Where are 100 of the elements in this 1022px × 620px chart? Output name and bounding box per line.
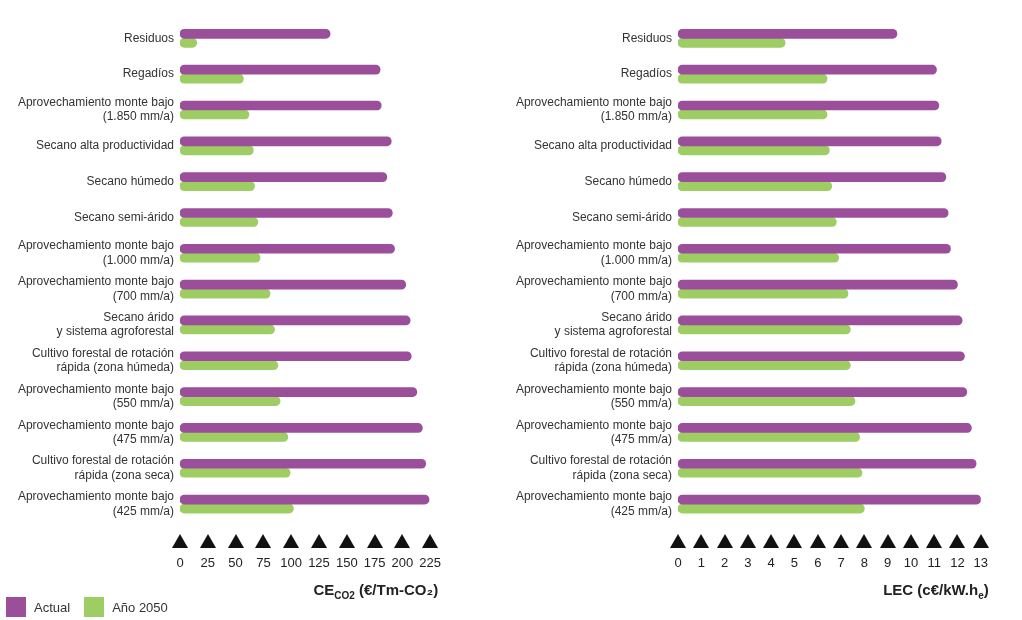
bar bbox=[180, 503, 294, 514]
bar bbox=[678, 73, 828, 84]
bar bbox=[180, 73, 244, 84]
bar bbox=[678, 503, 865, 514]
bar bbox=[180, 252, 261, 263]
bar bbox=[180, 458, 427, 469]
bar bbox=[180, 467, 291, 478]
bar bbox=[678, 396, 856, 406]
bar bbox=[180, 64, 381, 75]
bar bbox=[180, 423, 423, 433]
x-tick-label: 12 bbox=[950, 555, 965, 571]
x-tick-label: 3 bbox=[744, 555, 752, 571]
x-tick-label: 7 bbox=[837, 555, 845, 571]
y-tick-label: Aprovechamiento monte bajo (1.000 mm/a) bbox=[515, 238, 673, 267]
y-tick-label: Residuos bbox=[123, 30, 174, 45]
bar bbox=[678, 351, 965, 362]
bar bbox=[180, 181, 255, 191]
bar bbox=[180, 288, 271, 299]
y-tick-label: Cultivo forestal de rotación rápida (zona húmeda) bbox=[529, 345, 672, 375]
y-tick-label: Secano alta productividad bbox=[533, 138, 672, 153]
x-tick-label: 100 bbox=[280, 555, 303, 571]
x-tick-label: 13 bbox=[973, 555, 988, 571]
bar bbox=[180, 279, 407, 290]
bar bbox=[678, 423, 972, 433]
x-tick-label: 225 bbox=[419, 555, 442, 571]
y-tick-label: Aprovechamiento monte bajo (700 mm/a) bbox=[17, 274, 175, 303]
x-tick-label: 1 bbox=[697, 555, 705, 571]
y-tick-label: Regadíos bbox=[122, 66, 174, 81]
x-axis-title: LEC (c€/kW.h$_{e}$) bbox=[883, 581, 989, 601]
x-tick-label: 6 bbox=[814, 555, 822, 571]
y-tick-label: Aprovechamiento monte bajo (1.000 mm/a) bbox=[17, 238, 175, 267]
x-tick-label: 175 bbox=[363, 555, 386, 571]
y-tick-label: Residuos bbox=[621, 30, 672, 45]
bar bbox=[678, 136, 942, 147]
bar bbox=[180, 387, 418, 397]
bar bbox=[678, 181, 833, 191]
bar bbox=[678, 288, 849, 299]
bar bbox=[678, 172, 947, 182]
bar bbox=[678, 37, 786, 48]
x-tick-label: 8 bbox=[860, 555, 868, 571]
bar bbox=[678, 494, 981, 505]
y-tick-label: Aprovechamiento monte bajo (1.850 mm/a) bbox=[515, 95, 673, 124]
bar bbox=[180, 324, 275, 335]
x-tick-label: 0 bbox=[176, 555, 184, 571]
bar bbox=[180, 172, 388, 182]
y-tick-label: Aprovechamiento monte bajo (475 mm/a) bbox=[515, 417, 673, 446]
bar bbox=[180, 208, 393, 218]
bar bbox=[678, 100, 940, 111]
x-tick-label: 5 bbox=[790, 555, 799, 571]
bar bbox=[678, 109, 828, 120]
y-tick-label: Cultivo forestal de rotación rápida (zona húmeda) bbox=[31, 345, 174, 375]
bar bbox=[678, 208, 949, 218]
x-tick-label: 10 bbox=[903, 555, 919, 571]
bar bbox=[180, 243, 395, 254]
y-tick-label: Secano húmedo bbox=[584, 173, 673, 188]
legend-label: Año 2050 bbox=[112, 599, 168, 615]
y-tick-label: Secano semi-árido bbox=[73, 209, 175, 224]
y-tick-label: Aprovechamiento monte bajo (550 mm/a) bbox=[515, 381, 673, 411]
bar bbox=[180, 136, 392, 147]
bar bbox=[678, 145, 830, 156]
bar bbox=[678, 243, 951, 254]
x-tick-label: 200 bbox=[391, 555, 414, 571]
y-tick-label: Secano alta productividad bbox=[35, 138, 174, 153]
bar bbox=[678, 64, 937, 75]
bar bbox=[180, 432, 289, 442]
bar bbox=[678, 467, 863, 478]
x-tick-label: 4 bbox=[767, 555, 775, 571]
bar bbox=[678, 387, 968, 397]
x-tick-label: 150 bbox=[335, 555, 358, 571]
y-tick-label: Secano árido y sistema agroforestal bbox=[554, 310, 673, 339]
bar bbox=[180, 109, 250, 120]
y-tick-label: Aprovechamiento monte bajo (1.850 mm/a) bbox=[17, 95, 175, 124]
x-tick-label: 75 bbox=[256, 555, 271, 571]
y-tick-label: Aprovechamiento monte bajo (425 mm/a) bbox=[17, 489, 175, 518]
legend-label: Actual bbox=[34, 599, 71, 615]
bar bbox=[180, 494, 430, 505]
bar bbox=[678, 458, 977, 469]
bar bbox=[180, 396, 281, 406]
bar bbox=[180, 100, 382, 111]
bar bbox=[180, 360, 279, 371]
y-tick-label: Regadíos bbox=[620, 66, 672, 81]
bar bbox=[678, 279, 958, 290]
bar bbox=[678, 28, 898, 39]
x-tick-label: 11 bbox=[927, 555, 941, 571]
y-tick-label: Secano húmedo bbox=[86, 173, 175, 188]
bar bbox=[180, 351, 412, 362]
x-tick-label: 9 bbox=[883, 555, 892, 571]
y-tick-label: Secano árido y sistema agroforestal bbox=[56, 310, 175, 339]
bar bbox=[678, 360, 851, 371]
y-tick-label: Aprovechamiento monte bajo (475 mm/a) bbox=[17, 417, 175, 446]
x-axis-title: CE$_{CO2}$ (€/Tm-CO₂) bbox=[313, 581, 439, 601]
y-tick-label: Cultivo forestal de rotación rápida (zona seca) bbox=[31, 453, 174, 482]
y-tick-label: Secano semi-árido bbox=[571, 209, 673, 224]
x-tick-label: 25 bbox=[200, 555, 216, 571]
y-tick-label: Cultivo forestal de rotación rápida (zona seca) bbox=[529, 453, 672, 482]
bar bbox=[678, 252, 840, 263]
bar bbox=[678, 324, 851, 335]
bar bbox=[180, 217, 259, 227]
x-tick-label: 125 bbox=[308, 555, 330, 571]
x-tick-label: 50 bbox=[228, 555, 243, 571]
